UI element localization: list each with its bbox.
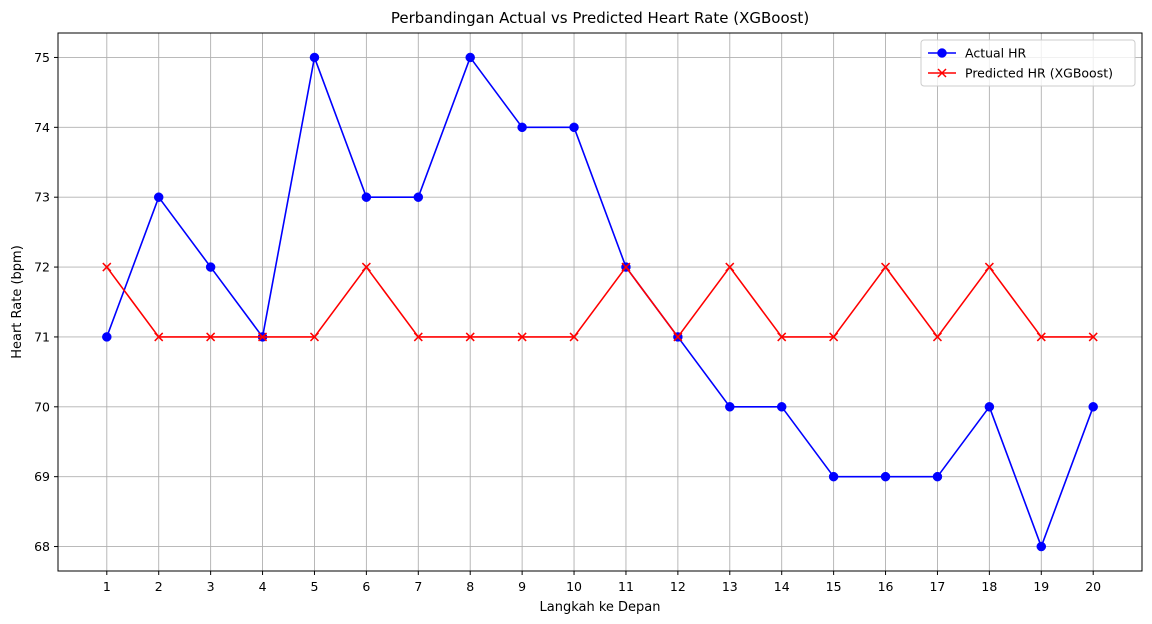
data-point-circle bbox=[828, 471, 839, 482]
x-tick-label: 4 bbox=[259, 579, 267, 594]
data-point-circle bbox=[361, 192, 372, 202]
data-point-x bbox=[413, 332, 423, 342]
x-tick-label: 6 bbox=[362, 579, 370, 594]
y-tick-label: 70 bbox=[34, 399, 50, 414]
y-tick-label: 75 bbox=[34, 50, 50, 65]
legend: Actual HR Predicted HR (XGBoost) bbox=[920, 39, 1136, 87]
data-point-circle bbox=[1088, 402, 1098, 412]
x-tick-label: 8 bbox=[466, 579, 474, 594]
data-point-x bbox=[673, 332, 683, 342]
data-point-circle bbox=[725, 402, 735, 412]
data-point-circle bbox=[309, 52, 320, 63]
data-point-circle bbox=[413, 192, 424, 202]
data-point-x bbox=[154, 332, 164, 342]
x-tick-label: 18 bbox=[981, 579, 997, 594]
x-axis-ticks: 1 2 3 4 5 6 7 8 9 10 11 12 13 14 15 16 17 18 19 20 bbox=[103, 571, 1101, 594]
data-point-x bbox=[829, 332, 839, 342]
x-tick-label: 17 bbox=[929, 579, 945, 594]
data-point-x bbox=[1088, 332, 1098, 342]
x-tick-label: 16 bbox=[878, 579, 894, 594]
data-point-x bbox=[309, 332, 319, 342]
x-tick-label: 20 bbox=[1085, 579, 1101, 594]
x-tick-label: 5 bbox=[310, 579, 318, 594]
series-line bbox=[106, 266, 1094, 338]
x-tick-label: 1 bbox=[103, 579, 111, 594]
data-point-circle bbox=[517, 122, 527, 133]
x-tick-label: 2 bbox=[155, 579, 163, 594]
plot-frame bbox=[57, 32, 1143, 572]
y-axis-ticks: 68 69 70 71 72 73 74 75 bbox=[34, 50, 58, 554]
legend-item: Predicted HR (XGBoost) bbox=[928, 66, 1113, 81]
chart-title: Perbandingan Actual vs Predicted Heart R… bbox=[391, 9, 809, 27]
series-layer bbox=[102, 52, 1098, 552]
data-point-x bbox=[517, 332, 527, 342]
data-point-circle bbox=[1036, 541, 1047, 552]
y-axis-label: Heart Rate (bpm) bbox=[10, 245, 25, 359]
data-point-x bbox=[881, 262, 891, 272]
data-point-circle bbox=[932, 471, 943, 482]
y-tick-label: 73 bbox=[34, 190, 50, 205]
x-tick-label: 12 bbox=[670, 579, 686, 594]
y-tick-label: 71 bbox=[34, 329, 50, 344]
data-point-x bbox=[102, 262, 112, 272]
x-tick-label: 19 bbox=[1033, 579, 1049, 594]
series-line bbox=[106, 56, 1094, 548]
y-tick-label: 74 bbox=[34, 120, 50, 135]
data-point-x bbox=[465, 332, 475, 342]
data-point-circle bbox=[880, 471, 891, 482]
legend-label: Predicted HR (XGBoost) bbox=[965, 66, 1113, 81]
x-tick-label: 15 bbox=[826, 579, 842, 594]
data-point-circle bbox=[465, 52, 475, 63]
legend-box bbox=[920, 39, 1136, 87]
legend-marker bbox=[937, 68, 947, 78]
x-tick-label: 7 bbox=[414, 579, 422, 594]
data-point-x bbox=[361, 262, 371, 272]
data-point-circle bbox=[984, 402, 995, 412]
data-point-x bbox=[206, 332, 216, 342]
legend-item: Actual HR bbox=[928, 46, 1027, 61]
x-axis-label: Langkah ke Depan bbox=[540, 600, 661, 615]
x-tick-label: 10 bbox=[566, 579, 582, 594]
y-tick-label: 72 bbox=[34, 260, 50, 275]
data-point-circle bbox=[205, 262, 216, 272]
data-point-x bbox=[1036, 332, 1046, 342]
x-tick-label: 13 bbox=[722, 579, 738, 594]
x-tick-label: 14 bbox=[774, 579, 790, 594]
x-tick-label: 3 bbox=[207, 579, 215, 594]
data-point-circle bbox=[153, 192, 164, 202]
data-point-x bbox=[932, 332, 942, 342]
y-tick-label: 69 bbox=[34, 469, 50, 484]
grid-lines bbox=[58, 33, 1142, 571]
x-tick-label: 11 bbox=[618, 579, 634, 594]
data-point-circle bbox=[102, 332, 112, 342]
data-point-x bbox=[725, 262, 735, 272]
legend-marker bbox=[937, 48, 947, 58]
legend-label: Actual HR bbox=[965, 46, 1027, 61]
x-tick-label: 9 bbox=[518, 579, 526, 594]
data-point-x bbox=[621, 262, 631, 272]
data-point-x bbox=[777, 332, 787, 342]
data-point-circle bbox=[569, 122, 579, 133]
data-point-circle bbox=[776, 402, 787, 412]
data-point-x bbox=[984, 262, 994, 272]
data-point-x bbox=[569, 332, 579, 342]
y-tick-label: 68 bbox=[34, 539, 50, 554]
series-predicted-hr bbox=[102, 262, 1098, 342]
data-point-x bbox=[258, 332, 268, 342]
